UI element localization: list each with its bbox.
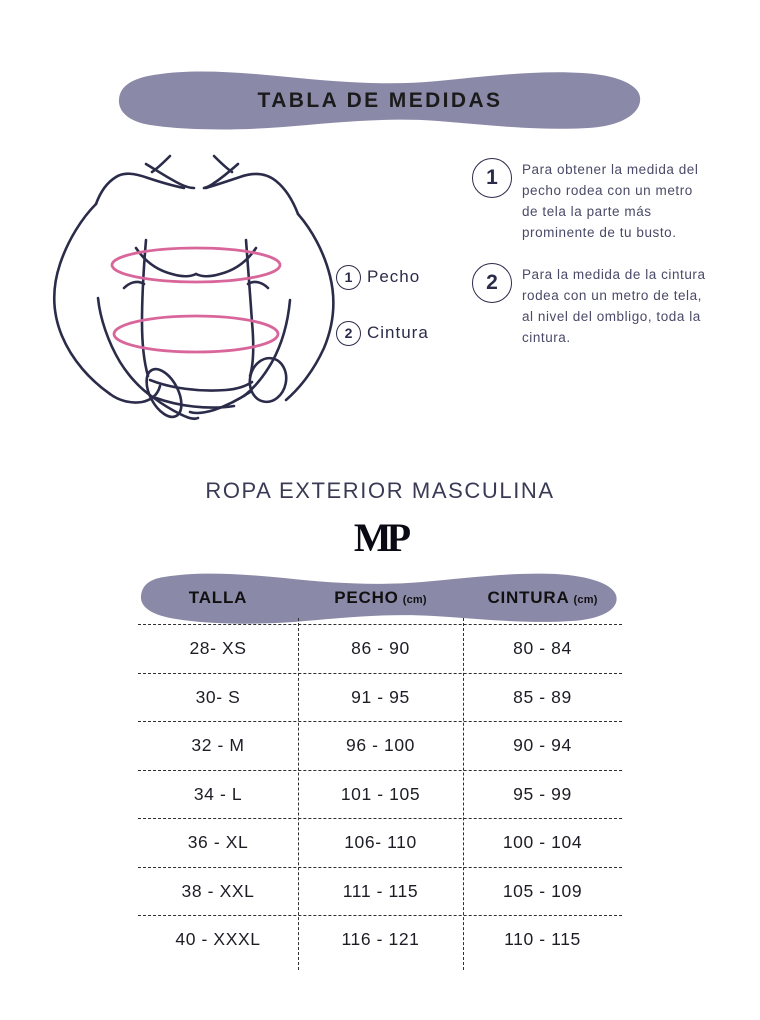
table-row: 40 - XXXL 116 - 121 110 - 115 bbox=[138, 915, 622, 964]
table-header-banner-shape bbox=[140, 573, 617, 624]
legend-label-cintura: Cintura bbox=[367, 323, 429, 342]
legend-item-pecho: 1 Pecho bbox=[336, 262, 429, 292]
cell-cintura: 100 - 104 bbox=[502, 832, 583, 853]
instruction-item-1: 1 Para obtener la medida del pecho rodea… bbox=[472, 158, 712, 243]
cell-cintura: 80 - 84 bbox=[513, 638, 572, 659]
instruction-item-2: 2 Para la medida de la cintura rodea con… bbox=[472, 263, 712, 348]
table-header-cintura-unit: (cm) bbox=[573, 594, 598, 606]
left-pec-line bbox=[134, 246, 198, 278]
cell-talla: 28- XS bbox=[189, 638, 247, 659]
neck-right bbox=[212, 154, 234, 174]
cell-cintura: 105 - 109 bbox=[502, 880, 583, 901]
cell-cintura: 110 - 115 bbox=[504, 929, 581, 950]
table-header-cintura-label: CINTURA bbox=[487, 588, 570, 607]
table-header-cintura: CINTURA (cm) bbox=[463, 588, 622, 608]
cell-talla: 40 - XXXL bbox=[175, 929, 261, 950]
legend: 1 Pecho 2 Cintura bbox=[336, 262, 429, 374]
cell-talla: 38 - XXL bbox=[181, 880, 255, 901]
cell-pecho: 86 - 90 bbox=[351, 638, 410, 659]
instruction-number-1-icon: 1 bbox=[472, 158, 512, 198]
waist-measuring-tape bbox=[112, 314, 280, 354]
torso-illustration bbox=[38, 148, 348, 436]
instructions-list: 1 Para obtener la medida del pecho rodea… bbox=[472, 158, 712, 368]
column-divider-2 bbox=[463, 618, 464, 970]
column-divider-1 bbox=[298, 618, 299, 970]
left-arm-outer bbox=[52, 202, 112, 396]
right-armpit-notch bbox=[246, 280, 270, 290]
table-header-talla: TALLA bbox=[138, 588, 298, 608]
size-table: TALLA PECHO (cm) CINTURA (cm) 28- XS 86 … bbox=[138, 572, 622, 970]
right-forearm bbox=[242, 298, 292, 398]
table-header-banner: TALLA PECHO (cm) CINTURA (cm) bbox=[138, 572, 622, 624]
cell-pecho: 111 - 115 bbox=[342, 880, 419, 901]
table-row: 32 - M 96 - 100 90 - 94 bbox=[138, 721, 622, 770]
table-header-pecho-unit: (cm) bbox=[402, 594, 427, 606]
brand-logo: MP bbox=[353, 515, 411, 560]
hip-line bbox=[154, 396, 236, 409]
table-row: 38 - XXL 111 - 115 105 - 109 bbox=[138, 866, 622, 916]
right-shoulder-line bbox=[204, 172, 300, 216]
legend-number-2-icon: 2 bbox=[336, 320, 361, 346]
cell-pecho: 96 - 100 bbox=[345, 735, 415, 756]
cell-talla: 30- S bbox=[195, 686, 241, 707]
table-body: 28- XS 86 - 90 80 - 84 30- S 91 - 95 85 … bbox=[138, 618, 622, 970]
table-row: 28- XS 86 - 90 80 - 84 bbox=[138, 624, 622, 673]
cell-talla: 36 - XL bbox=[187, 832, 249, 853]
table-row: 34 - L 101 - 105 95 - 99 bbox=[138, 769, 622, 819]
torso-left-side bbox=[140, 238, 150, 378]
legend-number-1-icon: 1 bbox=[336, 264, 361, 290]
left-shoulder-line bbox=[94, 172, 186, 206]
right-arm-outer bbox=[284, 212, 335, 402]
cell-pecho: 91 - 95 bbox=[351, 686, 410, 707]
cell-talla: 32 - M bbox=[191, 735, 245, 756]
cell-talla: 34 - L bbox=[193, 783, 243, 804]
cell-cintura: 90 - 94 bbox=[513, 735, 572, 756]
left-armpit-notch bbox=[122, 280, 146, 290]
left-arm-inner bbox=[108, 384, 162, 404]
right-hand-line bbox=[188, 390, 252, 415]
right-pec-line bbox=[194, 246, 258, 278]
chest-measuring-tape bbox=[110, 246, 282, 284]
table-header-talla-label: TALLA bbox=[188, 588, 248, 607]
legend-label-pecho: Pecho bbox=[367, 267, 421, 286]
title-banner-shape bbox=[118, 71, 641, 130]
waistband-line bbox=[148, 378, 254, 392]
table-header-pecho: PECHO (cm) bbox=[298, 588, 463, 608]
cell-pecho: 101 - 105 bbox=[340, 783, 421, 804]
table-row: 30- S 91 - 95 85 - 89 bbox=[138, 672, 622, 722]
cell-cintura: 95 - 99 bbox=[513, 783, 572, 804]
instruction-text-1: Para obtener la medida del pecho rodea c… bbox=[522, 162, 699, 240]
table-row: 36 - XL 106- 110 100 - 104 bbox=[138, 818, 622, 867]
legend-item-cintura: 2 Cintura bbox=[336, 318, 429, 348]
left-forearm bbox=[96, 296, 156, 400]
cell-pecho: 116 - 121 bbox=[341, 929, 420, 950]
page-title: TABLA DE MEDIDAS bbox=[257, 89, 503, 112]
instruction-text-2: Para la medida de la cintura rodea con u… bbox=[522, 267, 706, 345]
section-title: ROPA EXTERIOR MASCULINA bbox=[205, 478, 555, 503]
cell-cintura: 85 - 89 bbox=[513, 686, 572, 707]
instruction-number-2-icon: 2 bbox=[472, 263, 512, 303]
title-banner: TABLA DE MEDIDAS bbox=[118, 70, 642, 132]
table-header-pecho-label: PECHO bbox=[334, 588, 399, 607]
neck-left bbox=[150, 154, 172, 174]
cell-pecho: 106- 110 bbox=[344, 832, 417, 853]
